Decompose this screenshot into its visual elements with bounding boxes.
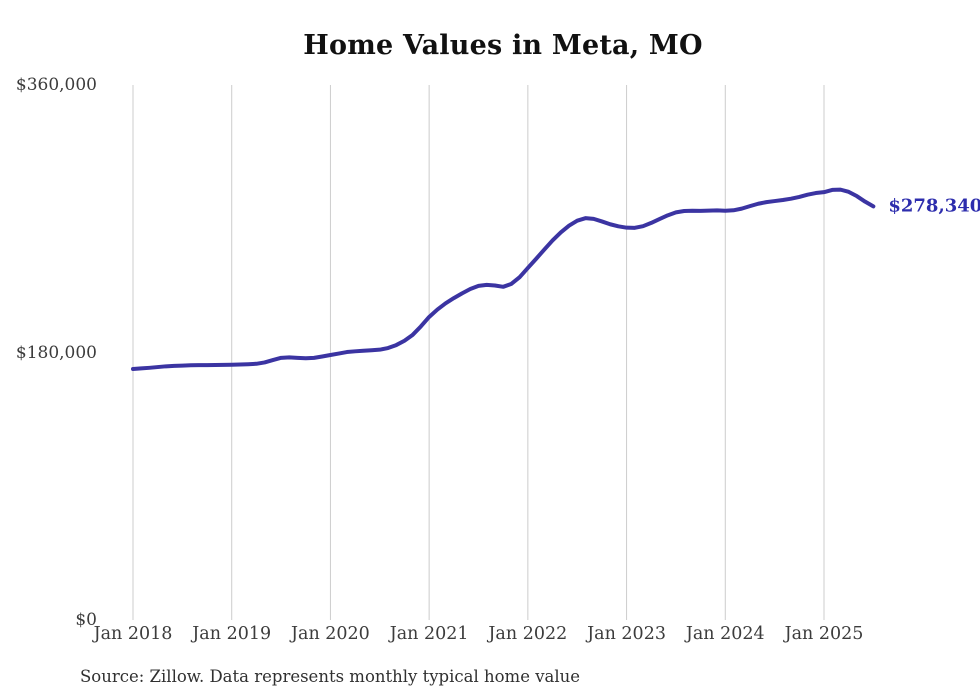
x-tick-label: Jan 2023 [587, 624, 666, 644]
x-tick-label: Jan 2021 [389, 624, 469, 644]
source-note: Source: Zillow. Data represents monthly … [80, 667, 581, 686]
gridlines [132, 85, 825, 620]
x-tick-label: Jan 2019 [192, 624, 272, 644]
y-tick-label: $360,000 [15, 75, 97, 95]
x-tick-label: Jan 2025 [784, 624, 864, 644]
current-value-label: $278,340 [888, 195, 980, 217]
x-tick-label: Jan 2018 [93, 624, 173, 644]
series-group [131, 187, 876, 371]
y-tick-label: $0 [75, 610, 97, 630]
chart-title: Home Values in Meta, MO [303, 30, 703, 61]
x-tick-label: Jan 2024 [685, 624, 765, 644]
y-tick-label: $180,000 [15, 342, 97, 363]
x-tick-label: Jan 2022 [488, 624, 568, 644]
home-value-series-line [131, 187, 876, 371]
x-tick-label: Jan 2020 [291, 624, 370, 644]
